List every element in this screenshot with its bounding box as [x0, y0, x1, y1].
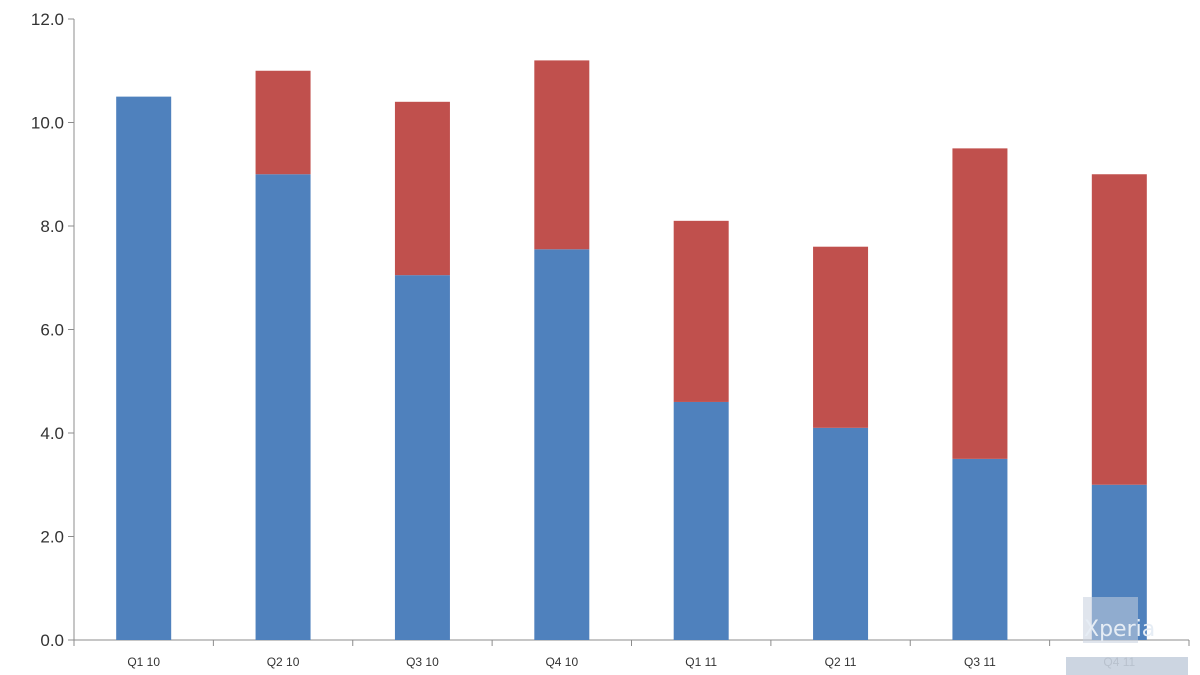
watermark-text: Xperia: [1084, 617, 1155, 642]
bar-segment-red: [673, 220, 729, 402]
y-tick-label: 4.0: [40, 424, 64, 443]
bar-segment-blue: [255, 174, 311, 640]
y-tick-label: 10.0: [31, 114, 64, 133]
x-category-label: Q2 10: [267, 655, 300, 669]
bar-segment-blue: [813, 427, 869, 640]
bar-segment-blue: [116, 96, 172, 640]
bar-segment-red: [255, 70, 311, 175]
bar-segment-red: [534, 60, 590, 250]
bar-segment-blue: [952, 458, 1008, 640]
bar-segment-blue: [534, 249, 590, 640]
bars-layer: [116, 60, 1147, 640]
y-tick-label: 2.0: [40, 528, 64, 547]
bar-segment-red: [1091, 174, 1147, 485]
x-category-label: Q4 10: [545, 655, 578, 669]
x-category-label: Q1 11: [685, 655, 717, 669]
watermark-logo-block: [1083, 597, 1138, 643]
bar-segment-red: [813, 246, 869, 428]
y-tick-label: 8.0: [40, 217, 64, 236]
x-category-label: Q3 10: [406, 655, 439, 669]
bar-segment-red: [394, 101, 450, 276]
y-tick-label: 6.0: [40, 321, 64, 340]
bar-segment-red: [952, 148, 1008, 459]
x-category-label: Q1 10: [127, 655, 160, 669]
x-category-label: Q2 11: [825, 655, 857, 669]
y-tick-label: 12.0: [31, 10, 64, 29]
x-category-label: Q3 11: [964, 655, 996, 669]
bar-segment-blue: [394, 275, 450, 640]
bar-segment-blue: [673, 401, 729, 640]
watermark: Xperia: [1066, 597, 1188, 675]
axes-layer: [68, 18, 1190, 646]
watermark-bar: [1066, 657, 1188, 675]
y-tick-label: 0.0: [40, 631, 64, 650]
